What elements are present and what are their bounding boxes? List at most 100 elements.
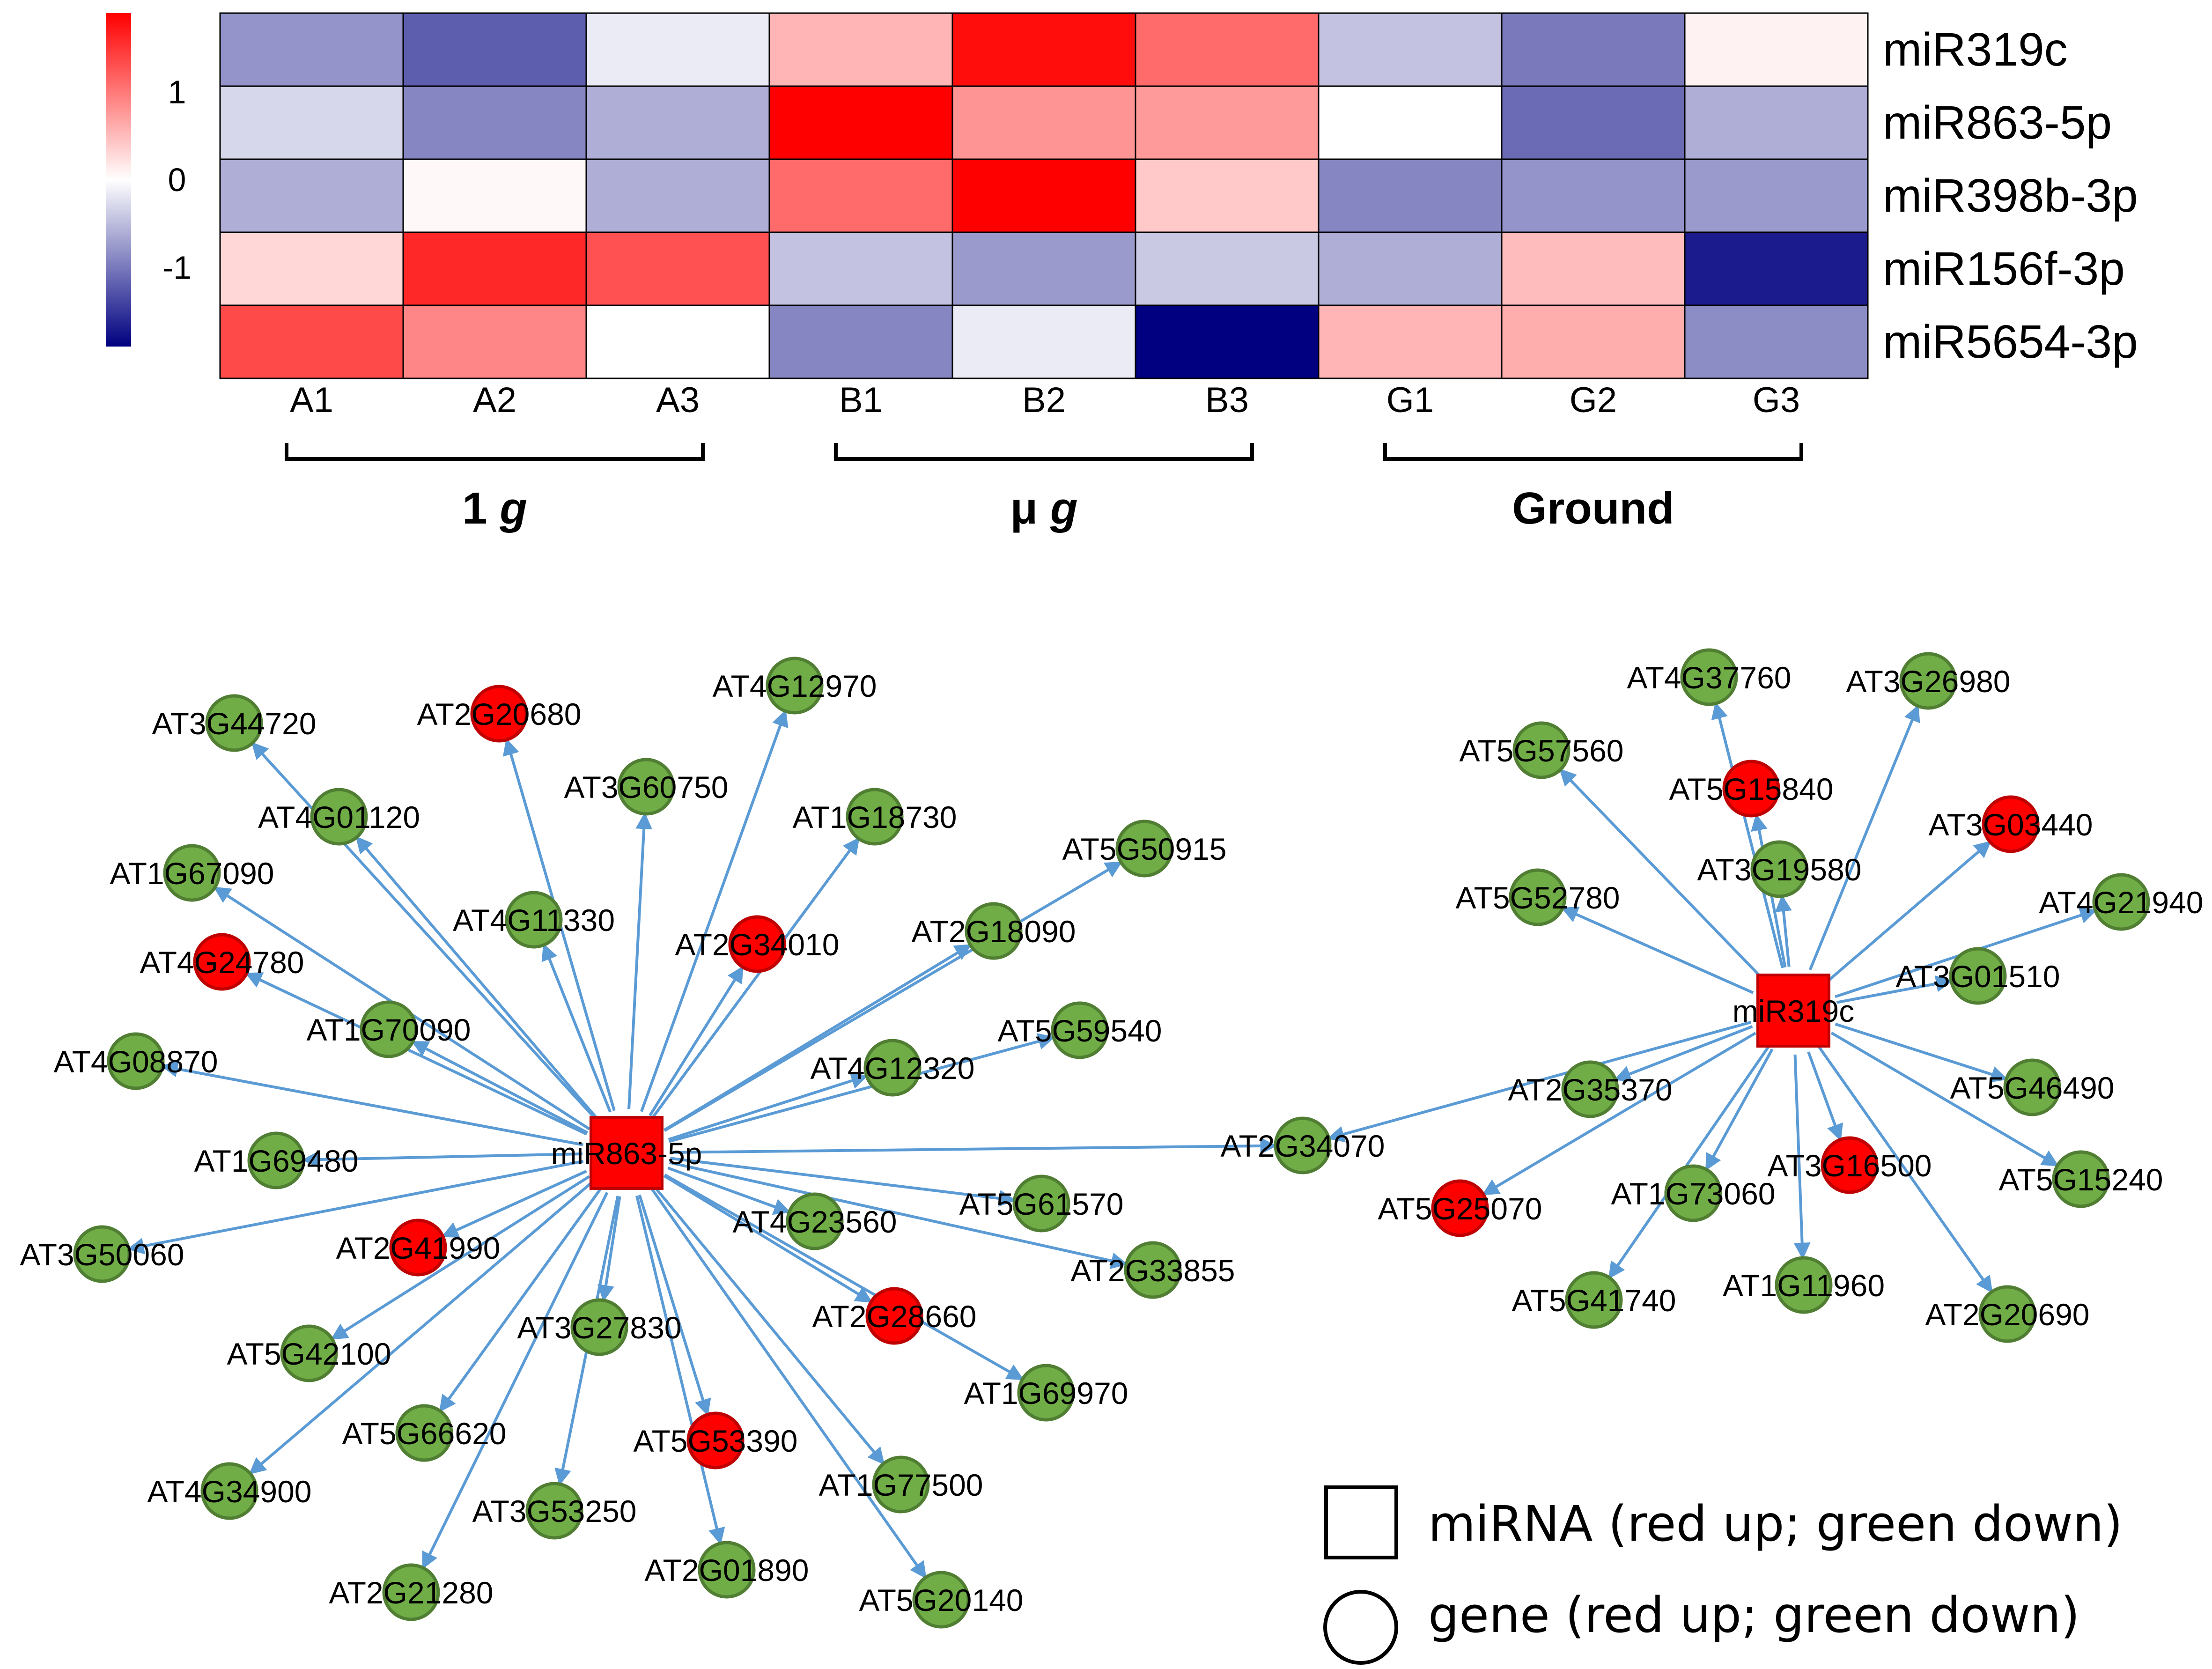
edge-mir319c-to-at1g11960 — [1793, 1054, 1811, 1260]
gene-node-circle — [200, 1462, 258, 1520]
gene-node-at4g11330: AT4G11330 — [453, 891, 615, 949]
gene-node-label: AT4G21940 — [2039, 885, 2203, 920]
gene-node-at3g50060: AT3G50060 — [20, 1225, 184, 1283]
edge-mir863-5p-to-at3g60750 — [627, 812, 653, 1109]
gene-node-label: AT4G24780 — [140, 945, 304, 980]
edge-mir863-5p-to-at2g33855 — [669, 1161, 1128, 1269]
edge-mir863-5p-to-at4g23560 — [667, 1167, 791, 1215]
heatmap-cell-mir5654-3p-b3 — [1135, 304, 1320, 379]
gene-node-at4g24780: AT4G24780 — [140, 933, 304, 991]
legend-mirna-square — [1324, 1485, 1398, 1559]
gene-node-label: AT5G61570 — [959, 1187, 1123, 1221]
gene-node-circle — [1949, 947, 2007, 1005]
heatmap-cell-mir5654-3p-a2 — [402, 304, 587, 379]
gene-node-circle — [1899, 652, 1957, 710]
gene-node-label: AT2G34070 — [1220, 1129, 1385, 1163]
heatmap-cell-mir156f-3p-a3 — [585, 231, 770, 306]
gene-node-label: AT4G37760 — [1627, 660, 1791, 695]
edge-mir863-5p-to-at4g01120 — [355, 836, 599, 1121]
group-label-ground: Ground — [1512, 483, 1674, 533]
gene-node-circle — [617, 758, 675, 816]
gene-node-circle — [846, 788, 904, 846]
group-bracket-ground — [1383, 443, 1803, 461]
gene-node-at3g53250: AT3G53250 — [472, 1482, 637, 1540]
gene-node-label: AT2G34010 — [675, 927, 839, 962]
heatmap-cell-mir863-5p-g1 — [1318, 85, 1503, 160]
gene-node-label: AT4G11330 — [453, 903, 615, 938]
edge-mir863-5p-to-at1g77500 — [653, 1186, 885, 1465]
gene-node-label: AT5G50915 — [1062, 832, 1226, 866]
gene-node-label: AT4G12320 — [810, 1051, 974, 1086]
heatmap-cell-mir156f-3p-a1 — [219, 231, 404, 306]
gene-node-circle — [1775, 1256, 1833, 1314]
heatmap-cell-mir156f-3p-g1 — [1318, 231, 1503, 306]
heatmap-cell-mir319c-g1 — [1318, 12, 1503, 87]
edge-mir863-5p-to-at5g59540 — [668, 1033, 1055, 1143]
column-label-b3: B3 — [1205, 380, 1249, 420]
gene-node-circle — [1664, 1164, 1722, 1222]
row-label-mir319c: miR319c — [1883, 23, 2068, 76]
heatmap-cell-mir319c-a2 — [402, 12, 587, 87]
gene-node-at3g19580: AT3G19580 — [1697, 840, 1862, 898]
edge-mir863-5p-to-at2g18090 — [663, 944, 972, 1131]
gene-node-circle — [1051, 1001, 1109, 1059]
gene-node-label: AT5G15240 — [1998, 1162, 2163, 1197]
heatmap-cell-mir398b-3p-g2 — [1501, 158, 1686, 233]
heatmap-cell-mir863-5p-a1 — [219, 85, 404, 160]
edge-mir863-5p-to-at2g41990 — [441, 1170, 587, 1238]
heatmap-cells — [219, 12, 1869, 379]
gene-node-label: AT5G52780 — [1455, 880, 1620, 915]
heatmap-cell-mir398b-3p-g3 — [1684, 158, 1869, 233]
gene-node-at5g59540: AT5G59540 — [997, 1001, 1162, 1059]
gene-node-label: AT4G08870 — [53, 1044, 218, 1079]
gene-node-label: AT5G41740 — [1512, 1283, 1676, 1318]
heatmap-cell-mir156f-3p-a2 — [402, 231, 587, 306]
column-label-b2: B2 — [1022, 380, 1066, 420]
heatmap-cell-mir156f-3p-g2 — [1501, 231, 1686, 306]
gene-node-at3g44720: AT3G44720 — [152, 694, 317, 752]
edge-mir319c-to-at2g35370 — [1614, 1025, 1753, 1082]
gene-node-at1g18730: AT1G18730 — [792, 788, 957, 846]
gene-node-label: AT1G70090 — [306, 1012, 471, 1047]
gene-node-label: AT1G73060 — [1611, 1176, 1775, 1211]
edge-mir863-5p-to-at1g69970 — [664, 1174, 1024, 1381]
heatmap-cell-mir156f-3p-b2 — [951, 231, 1136, 306]
heatmap-cell-mir5654-3p-g1 — [1318, 304, 1503, 379]
heatmap-cell-mir863-5p-g2 — [1501, 85, 1686, 160]
gene-node-at1g77500: AT1G77500 — [818, 1455, 983, 1514]
gene-node-at4g12970: AT4G12970 — [712, 657, 877, 715]
edge-mir319c-to-at3g26980 — [1808, 704, 1920, 971]
gene-node-at2g21280: AT2G21280 — [329, 1563, 494, 1621]
gene-node-label: AT5G57560 — [1459, 733, 1623, 768]
edge-mir863-5p-to-at5g53390 — [638, 1194, 711, 1417]
edge-mir863-5p-to-at4g12320 — [668, 1072, 869, 1141]
column-label-g3: G3 — [1753, 380, 1800, 420]
row-label-mir156f-3p: miR156f-3p — [1883, 243, 2125, 295]
gene-node-at5g66620: AT5G66620 — [342, 1404, 507, 1462]
gene-node-circle — [1274, 1116, 1332, 1174]
gene-node-circle — [912, 1571, 970, 1629]
edge-mir863-5p-to-at5g61570 — [670, 1157, 1016, 1207]
gene-node-label: AT3G27830 — [517, 1310, 681, 1345]
mirna-node-square — [590, 1116, 664, 1190]
gene-node-label: AT5G25070 — [1378, 1191, 1542, 1226]
gene-node-circle — [73, 1225, 131, 1283]
column-label-g1: G1 — [1386, 380, 1434, 420]
heatmap-cell-mir863-5p-b2 — [951, 85, 1136, 160]
heatmap-cell-mir156f-3p-b3 — [1135, 231, 1320, 306]
gene-node-at2g34010: AT2G34010 — [675, 915, 840, 973]
gene-node-circle — [525, 1482, 583, 1540]
gene-node-circle — [360, 1000, 418, 1058]
gene-node-label: AT3G53250 — [472, 1494, 636, 1529]
legend-gene-circle — [1323, 1590, 1398, 1665]
gene-node-label: AT5G20140 — [859, 1583, 1023, 1617]
gene-node-label: AT1G69970 — [964, 1376, 1128, 1411]
gene-node-circle — [205, 694, 263, 752]
heatmap-cell-mir5654-3p-g3 — [1684, 304, 1869, 379]
network: AT3G44720 AT2G20680 AT4G12970 AT4G01120 AT3G… — [20, 648, 2204, 1629]
gene-node-at5g25070: AT5G25070 — [1378, 1179, 1542, 1237]
mirna-node-mir319c: miR319c — [1733, 974, 1854, 1048]
heatmap-cell-mir398b-3p-b2 — [951, 158, 1136, 233]
heatmap-cell-mir319c-a3 — [585, 12, 770, 87]
gene-node-circle — [965, 902, 1023, 960]
